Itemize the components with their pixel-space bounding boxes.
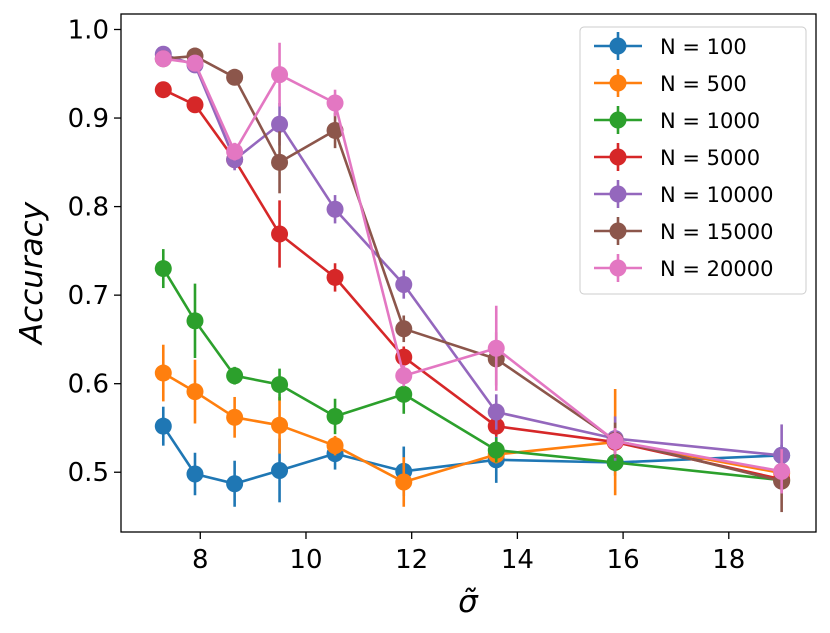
y-tick-label: 0.5 [68, 458, 109, 488]
legend-marker [609, 111, 627, 129]
data-point [606, 453, 624, 471]
legend-marker [609, 259, 627, 277]
series-layer [154, 42, 791, 513]
legend-label: N = 10000 [660, 183, 773, 207]
x-tick-label: 12 [395, 545, 428, 575]
data-point [186, 312, 204, 330]
data-point [326, 268, 344, 286]
data-point [271, 153, 289, 171]
legend-label: N = 1000 [660, 109, 760, 133]
data-point [226, 68, 244, 86]
data-point [271, 461, 289, 479]
data-point [271, 376, 289, 394]
x-tick-label: 16 [607, 545, 640, 575]
y-tick-label: 0.6 [68, 370, 109, 400]
series-line [162, 371, 782, 484]
legend-box [579, 26, 807, 295]
data-point [186, 54, 204, 72]
data-point [271, 225, 289, 243]
data-point [487, 403, 505, 421]
x-tick-label: 18 [712, 545, 745, 575]
data-point [226, 475, 244, 493]
x-tick-label: 10 [289, 545, 322, 575]
data-point [154, 260, 172, 278]
x-axis-label: σ̃ [458, 584, 479, 620]
data-point [271, 416, 289, 434]
data-point [326, 121, 344, 139]
data-point [395, 276, 413, 294]
legend: N = 100 N = 500 N = 1000 N = 5000 N = 10000 N… [579, 26, 807, 295]
x-tick-label: 14 [501, 545, 534, 575]
legend-marker [609, 74, 627, 92]
legend-label: N = 500 [660, 72, 747, 96]
data-point [226, 143, 244, 161]
plot-frame [120, 13, 817, 533]
series-20000 [154, 42, 791, 494]
data-point [226, 367, 244, 385]
legend-marker [609, 222, 627, 240]
data-point [154, 417, 172, 435]
data-point [186, 465, 204, 483]
data-point [271, 115, 289, 133]
data-point [154, 364, 172, 382]
y-axis-label: Accuracy [14, 201, 50, 346]
data-point [326, 200, 344, 218]
data-point [395, 320, 413, 338]
x-axis: 8 10 12 14 16 18 [192, 532, 745, 575]
data-point [326, 407, 344, 425]
data-point [326, 94, 344, 112]
y-tick-label: 0.8 [68, 193, 109, 223]
legend-marker [609, 148, 627, 166]
legend-marker [609, 37, 627, 55]
data-point [154, 50, 172, 68]
data-point [226, 408, 244, 426]
y-tick-label: 0.7 [68, 281, 109, 311]
data-point [186, 383, 204, 401]
legend-marker [609, 185, 627, 203]
data-point [395, 473, 413, 491]
legend-label: N = 100 [660, 35, 747, 59]
data-point [487, 441, 505, 459]
data-point [154, 81, 172, 99]
x-tick-label: 8 [192, 545, 209, 575]
data-point [271, 66, 289, 84]
data-point [487, 339, 505, 357]
data-point [773, 462, 791, 480]
y-axis: 0.5 0.6 0.7 0.8 0.9 1.0 [68, 15, 121, 488]
y-tick-label: 1.0 [68, 15, 109, 45]
data-point [395, 367, 413, 385]
data-point [395, 385, 413, 403]
data-point [326, 437, 344, 455]
data-point [606, 432, 624, 450]
legend-label: N = 5000 [660, 146, 760, 170]
series-line [162, 267, 782, 482]
series-500 [154, 344, 791, 507]
y-tick-label: 0.9 [68, 104, 109, 134]
legend-label: N = 15000 [660, 220, 773, 244]
data-point [186, 96, 204, 114]
legend-label: N = 20000 [660, 257, 773, 281]
